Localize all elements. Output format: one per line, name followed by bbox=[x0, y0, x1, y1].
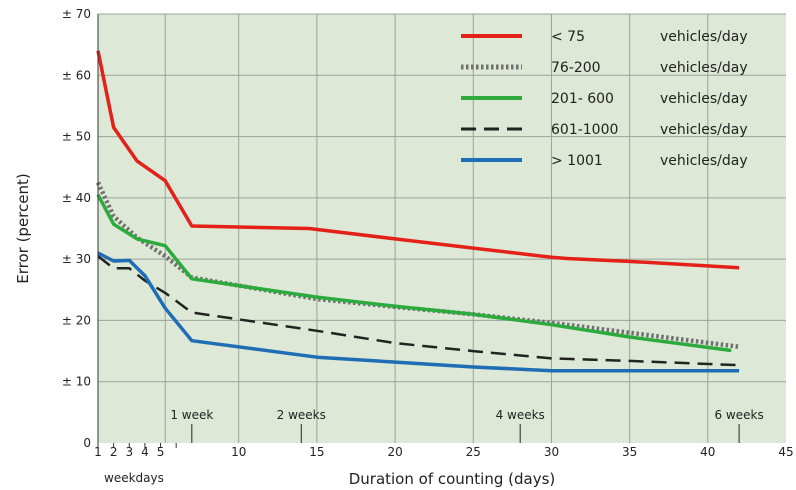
x-tick-label: 4 bbox=[141, 445, 149, 459]
series-line-4 bbox=[97, 255, 740, 367]
series-line-3 bbox=[96, 193, 732, 353]
legend-entry-unit: vehicles/day bbox=[660, 91, 748, 107]
axes: 0± 10± 20± 30± 40± 50± 60± 701 2 3 4 5 10 15 20… bbox=[62, 7, 794, 459]
x-tick-label: 15 bbox=[309, 445, 324, 459]
y-tick-label: ± 40 bbox=[62, 191, 91, 205]
y-tick-label: ± 30 bbox=[62, 252, 91, 266]
legend-entry-label: > 1001 bbox=[551, 153, 603, 169]
x-tick-label: 30 bbox=[544, 445, 559, 459]
series-line-2 bbox=[95, 181, 740, 350]
legend-entry-unit: vehicles/day bbox=[660, 122, 748, 138]
legend-entry-label: 601-1000 bbox=[551, 122, 618, 138]
x-tick-label: 40 bbox=[700, 445, 715, 459]
week-label: 4 weeks bbox=[496, 408, 545, 422]
legend: < 75 vehicles/day 76-200 vehicles/day 201- 6… bbox=[461, 29, 748, 169]
y-tick-label: 0 bbox=[83, 436, 91, 450]
series-line-1 bbox=[96, 50, 740, 270]
y-tick-label: ± 20 bbox=[62, 313, 91, 327]
week-label: 1 week bbox=[170, 408, 213, 422]
y-tick-label: ± 60 bbox=[62, 68, 91, 82]
x-tick-label: 2 bbox=[110, 445, 118, 459]
week-label: 6 weeks bbox=[714, 408, 763, 422]
y-tick-label: ± 50 bbox=[62, 130, 91, 144]
y-axis-title: Error (percent) bbox=[14, 173, 32, 284]
x-tick-label: 20 bbox=[387, 445, 402, 459]
y-tick-label: ± 70 bbox=[62, 7, 91, 21]
plot-area bbox=[98, 14, 786, 443]
x-tick-label: 25 bbox=[466, 445, 481, 459]
series-line-5 bbox=[97, 251, 740, 373]
legend-entry-unit: vehicles/day bbox=[660, 29, 748, 45]
legend-entry-label: 201- 600 bbox=[551, 91, 614, 107]
week-label: 2 weeks bbox=[277, 408, 326, 422]
x-tick-label: 5 bbox=[157, 445, 165, 459]
series-layer bbox=[95, 50, 740, 373]
x-tick-label: 10 bbox=[231, 445, 246, 459]
legend-entry-label: 76-200 bbox=[551, 60, 601, 76]
weekdays-label: weekdays bbox=[104, 471, 164, 485]
x-tick-label: 3 bbox=[125, 445, 133, 459]
legend-entry-unit: vehicles/day bbox=[660, 153, 748, 169]
x-tick-label: 1 bbox=[94, 445, 102, 459]
legend-entry-unit: vehicles/day bbox=[660, 60, 748, 76]
x-tick-label: 45 bbox=[778, 445, 793, 459]
x-tick-label: 35 bbox=[622, 445, 637, 459]
x-axis-title: Duration of counting (days) bbox=[349, 470, 556, 488]
legend-entry-label: < 75 bbox=[551, 29, 585, 45]
y-tick-label: ± 10 bbox=[62, 375, 91, 389]
